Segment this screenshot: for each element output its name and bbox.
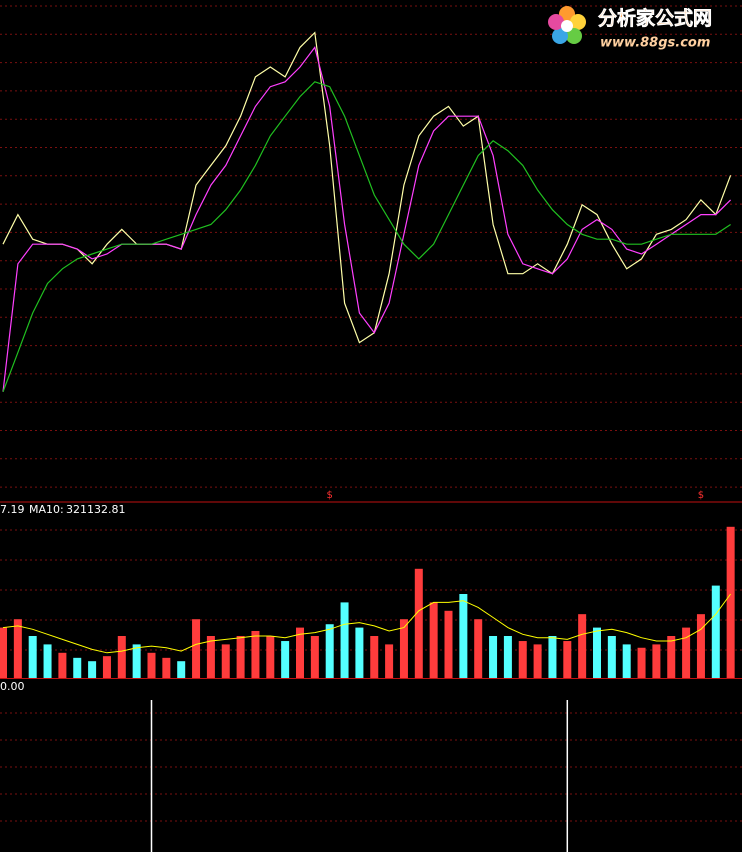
bar	[399, 619, 408, 678]
bar	[13, 619, 22, 678]
ma-label: MA10:	[29, 503, 64, 516]
signal-label: $	[327, 490, 333, 501]
bar	[192, 619, 201, 678]
series-line	[2, 81, 731, 393]
bar	[711, 585, 720, 678]
bar	[162, 657, 171, 678]
bar	[281, 641, 290, 678]
bar	[117, 636, 126, 678]
bar	[0, 627, 7, 678]
bar	[414, 568, 423, 678]
bar	[459, 594, 468, 678]
bar	[607, 636, 616, 678]
bar	[622, 644, 631, 678]
bar	[132, 644, 141, 678]
bar	[88, 661, 97, 678]
volume-readout: 7.19	[0, 503, 25, 516]
bar	[503, 636, 512, 678]
bar	[682, 627, 691, 678]
bar	[147, 652, 156, 678]
bar	[58, 652, 67, 678]
bar	[221, 644, 230, 678]
bar	[518, 641, 527, 678]
signal-label: $	[698, 490, 704, 501]
bar	[726, 526, 735, 678]
bar	[340, 602, 349, 678]
bar	[533, 644, 542, 678]
indicator-readout: 0.00	[0, 680, 25, 693]
bar	[548, 636, 557, 678]
logo	[548, 6, 586, 44]
bar	[251, 630, 260, 678]
bar	[563, 641, 572, 678]
bar	[28, 636, 37, 678]
watermark-title: 分析家公式网	[598, 7, 712, 30]
bar	[474, 619, 483, 678]
bar	[429, 602, 438, 678]
bar	[177, 661, 186, 678]
grid	[0, 5, 742, 822]
bar	[385, 644, 394, 678]
bar	[266, 636, 275, 678]
bar	[667, 636, 676, 678]
bar	[73, 657, 82, 678]
bar	[310, 636, 319, 678]
bar	[43, 644, 52, 678]
bar	[206, 636, 215, 678]
bar	[637, 647, 646, 678]
watermark-url: www.88gs.com	[600, 36, 710, 51]
bar	[370, 636, 379, 678]
bar	[355, 627, 364, 678]
bar	[696, 614, 705, 678]
watermark: 分析家公式网 www.88gs.com	[548, 6, 712, 51]
series-line	[2, 593, 732, 654]
bar	[325, 624, 334, 678]
bar	[578, 614, 587, 678]
bar	[444, 610, 453, 678]
bar	[236, 636, 245, 678]
bar	[296, 627, 304, 678]
ma-value: 321132.81	[66, 503, 126, 516]
bar	[489, 636, 498, 678]
bar	[102, 656, 111, 678]
bar	[652, 644, 661, 678]
bar	[593, 627, 601, 678]
